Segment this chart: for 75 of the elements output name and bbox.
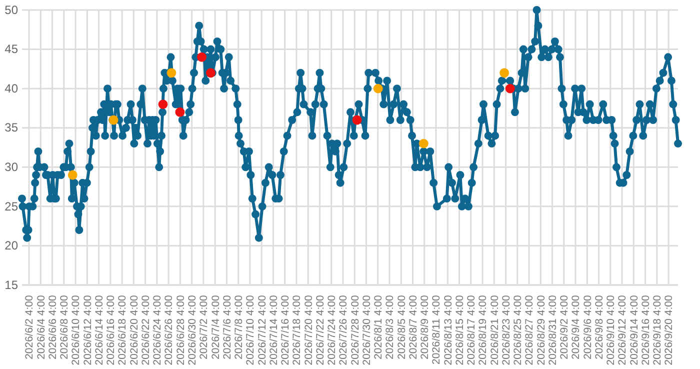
x-tick-label: 2026/7/4 4:00 xyxy=(210,295,222,360)
x-tick-label: 2026/7/26 4:00 xyxy=(338,295,350,366)
x-tick-label: 2026/6/12 4:00 xyxy=(82,295,94,366)
x-tick-label: 2026/9/16 4:00 xyxy=(640,295,652,366)
x-tick-label: 2026/6/2 4:00 xyxy=(24,295,36,360)
y-tick-label: 50 xyxy=(4,2,18,17)
x-tick-label: 2026/7/10 4:00 xyxy=(244,295,257,366)
x-tick-label: 2026/8/9 4:00 xyxy=(419,295,432,360)
point xyxy=(505,84,515,94)
x-tick-label: 2026/7/24 4:00 xyxy=(326,295,338,366)
x-tick-label: 2026/7/30 4:00 xyxy=(360,295,373,366)
y-tick-label: 15 xyxy=(4,278,18,292)
x-tick-label: 2026/6/22 4:00 xyxy=(140,295,152,366)
x-tick-label: 2026/6/10 4:00 xyxy=(70,295,82,366)
x-tick-label: 2026/8/31 4:00 xyxy=(546,295,559,366)
y-tick-label: 40 xyxy=(4,81,18,96)
x-tick-label: 2026/8/21 4:00 xyxy=(488,295,501,366)
x-tick-label: 2026/6/14 4:00 xyxy=(93,295,106,366)
x-tick-label: 2026/6/24 4:00 xyxy=(152,295,164,366)
y-tick-label: 30 xyxy=(4,160,18,174)
point xyxy=(206,68,216,78)
x-tick-label: 2026/7/16 4:00 xyxy=(280,295,292,366)
x-tick-label: 2026/9/14 4:00 xyxy=(628,295,640,366)
x-tick-label: 2026/6/4 4:00 xyxy=(35,295,48,360)
x-tick-label: 2026/8/1 4:00 xyxy=(372,295,385,360)
point xyxy=(197,52,206,62)
x-tick-label: 2026/7/20 4:00 xyxy=(302,295,315,366)
point xyxy=(418,138,428,148)
x-tick-label: 2026/6/20 4:00 xyxy=(128,295,140,366)
x-tick-label: 2026/6/6 4:00 xyxy=(46,295,59,360)
y-tick-label: 25 xyxy=(4,199,18,214)
x-tick-label: 2026/6/30 4:00 xyxy=(186,295,198,366)
x-tick-label: 2026/9/4 4:00 xyxy=(570,295,582,360)
y-tick-label: 20 xyxy=(4,238,18,253)
x-tick-label: 2026/9/6 4:00 xyxy=(582,295,594,360)
point xyxy=(68,170,78,180)
x-tick-label: 2026/9/2 4:00 xyxy=(558,295,571,360)
x-tick-label: 2026/8/13 4:00 xyxy=(442,295,454,366)
x-tick-label: 2026/9/20 4:00 xyxy=(663,295,676,366)
x-tick-label: 2026/9/10 4:00 xyxy=(605,295,618,366)
x-tick-label: 2026/7/18 4:00 xyxy=(291,295,304,366)
point xyxy=(352,115,362,125)
point xyxy=(166,68,176,78)
x-tick-label: 2026/7/6 4:00 xyxy=(221,295,234,360)
x-tick-label: 2026/7/8 4:00 xyxy=(233,295,245,360)
x-tick-label: 2026/8/5 4:00 xyxy=(396,295,408,360)
x-tick-label: 2026/6/8 4:00 xyxy=(58,295,71,360)
point xyxy=(500,68,510,78)
x-tick-label: 2026/7/28 4:00 xyxy=(349,295,362,366)
x-tick-label: 2026/6/26 4:00 xyxy=(163,295,176,366)
x-tick-label: 2026/8/23 4:00 xyxy=(500,295,512,366)
x-tick-label: 2026/8/11 4:00 xyxy=(430,295,443,364)
point xyxy=(175,107,185,117)
x-tick-label: 2026/6/18 4:00 xyxy=(116,295,129,366)
x-tick-label: 2026/8/27 4:00 xyxy=(524,295,536,366)
x-tick-label: 2026/6/16 4:00 xyxy=(105,295,118,366)
x-tick-label: 2026/8/3 4:00 xyxy=(384,295,396,360)
point xyxy=(373,84,383,94)
x-tick-label: 2026/8/17 4:00 xyxy=(466,295,478,366)
x-tick-label: 2026/8/29 4:00 xyxy=(535,295,548,366)
point xyxy=(158,100,168,109)
x-tick-label: 2026/7/22 4:00 xyxy=(314,295,326,366)
x-tick-label: 2026/9/18 4:00 xyxy=(652,295,664,366)
x-tick-label: 2026/8/25 4:00 xyxy=(512,295,524,366)
x-tick-label: 2026/8/15 4:00 xyxy=(454,295,466,366)
x-tick-label: 2026/8/7 4:00 xyxy=(407,295,420,360)
x-tick-label: 2026/7/2 4:00 xyxy=(198,295,210,360)
y-tick-label: 45 xyxy=(4,42,18,56)
x-tick-label: 2026/8/19 4:00 xyxy=(477,295,490,366)
x-tick-label: 2026/6/28 4:00 xyxy=(174,295,187,366)
x-tick-label: 2026/9/12 4:00 xyxy=(616,295,629,366)
x-tick-label: 2026/9/8 4:00 xyxy=(593,295,606,360)
x-tick-label: 2026/7/14 4:00 xyxy=(268,295,280,366)
x-tick-label: 2026/7/12 4:00 xyxy=(256,295,268,366)
y-tick-label: 35 xyxy=(4,120,18,135)
